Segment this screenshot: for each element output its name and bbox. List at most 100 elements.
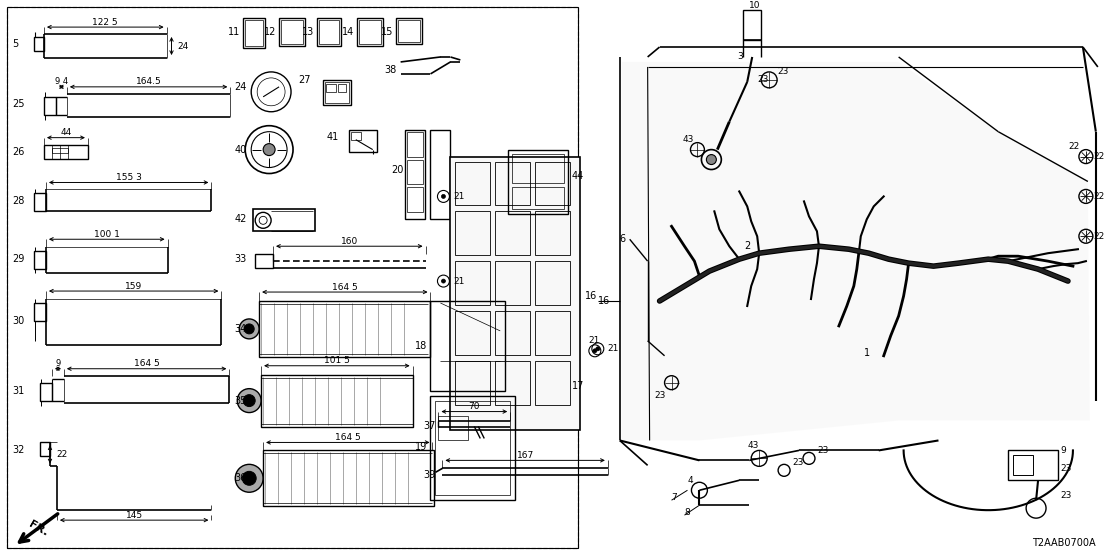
Bar — [495, 261, 530, 305]
Text: 167: 167 — [516, 451, 534, 460]
Text: 16: 16 — [585, 291, 597, 301]
Text: 2: 2 — [745, 241, 750, 251]
Bar — [431, 130, 451, 219]
Text: 14: 14 — [342, 27, 355, 37]
Text: 22: 22 — [1094, 192, 1105, 201]
Text: 32: 32 — [12, 445, 24, 455]
Bar — [255, 254, 273, 268]
Text: 17: 17 — [572, 381, 584, 391]
Text: 21: 21 — [453, 276, 464, 285]
Text: 7: 7 — [671, 493, 677, 502]
Bar — [535, 162, 570, 206]
Text: 9: 9 — [55, 359, 61, 368]
Bar — [317, 18, 341, 46]
Text: 25: 25 — [12, 99, 24, 109]
Text: 23: 23 — [1060, 464, 1071, 473]
Text: 13: 13 — [302, 27, 315, 37]
Bar — [495, 361, 530, 404]
Bar — [245, 20, 264, 46]
Text: 9 4: 9 4 — [55, 78, 68, 86]
Bar — [455, 311, 490, 355]
Text: 101 5: 101 5 — [324, 356, 350, 365]
Bar — [535, 261, 570, 305]
Bar — [1008, 450, 1058, 480]
Text: 3: 3 — [737, 53, 743, 61]
Text: 27: 27 — [298, 75, 310, 85]
Text: 23: 23 — [654, 391, 665, 400]
Text: 39: 39 — [423, 470, 435, 480]
Bar — [509, 150, 568, 214]
Bar — [264, 450, 434, 506]
Bar — [451, 157, 579, 430]
Circle shape — [596, 347, 599, 351]
Bar — [455, 361, 490, 404]
Bar — [495, 162, 530, 206]
Bar — [435, 401, 510, 495]
Circle shape — [244, 324, 254, 334]
Text: 164.5: 164.5 — [136, 78, 162, 86]
Text: 19: 19 — [416, 443, 428, 453]
Text: 9: 9 — [1060, 446, 1066, 455]
Bar — [398, 20, 420, 42]
Bar — [431, 301, 505, 391]
Bar — [7, 7, 578, 548]
Circle shape — [707, 155, 717, 165]
Bar — [495, 311, 530, 355]
Text: 30: 30 — [12, 316, 24, 326]
Text: 37: 37 — [423, 420, 435, 430]
Bar — [34, 193, 47, 212]
Bar — [351, 132, 361, 140]
Text: 43: 43 — [683, 135, 694, 144]
Text: 22: 22 — [57, 450, 68, 459]
Text: 164 5: 164 5 — [134, 359, 160, 368]
Bar — [279, 18, 305, 46]
Text: 18: 18 — [416, 341, 428, 351]
Text: 15: 15 — [381, 27, 393, 37]
Circle shape — [239, 319, 259, 339]
Text: 35: 35 — [234, 396, 247, 406]
Bar — [455, 212, 490, 255]
Bar — [495, 212, 530, 255]
Text: 42: 42 — [234, 214, 247, 224]
Bar — [535, 212, 570, 255]
Bar — [407, 132, 422, 157]
Text: 34: 34 — [234, 324, 246, 334]
Text: 122 5: 122 5 — [92, 18, 119, 27]
Text: 10: 10 — [749, 1, 760, 9]
Text: 23: 23 — [792, 458, 803, 467]
Text: 22: 22 — [1094, 152, 1105, 161]
Bar — [1013, 455, 1033, 475]
Text: 23: 23 — [1060, 491, 1071, 500]
Text: 33: 33 — [234, 254, 246, 264]
Bar — [407, 187, 422, 212]
Text: 145: 145 — [125, 511, 143, 520]
Text: 1: 1 — [864, 348, 870, 358]
Text: 155 3: 155 3 — [115, 173, 142, 182]
Text: FR.: FR. — [27, 519, 50, 537]
Text: 22: 22 — [1068, 142, 1079, 151]
Bar — [34, 37, 44, 51]
Bar — [439, 416, 469, 440]
Text: 40: 40 — [234, 145, 246, 155]
Text: 70: 70 — [469, 402, 480, 411]
Bar — [349, 130, 377, 152]
Bar — [535, 311, 570, 355]
Bar — [325, 82, 349, 103]
Text: 164 5: 164 5 — [335, 433, 361, 442]
Bar — [431, 396, 515, 500]
Text: 24: 24 — [234, 82, 247, 92]
Text: T2AAB0700A: T2AAB0700A — [1033, 538, 1096, 548]
Bar — [455, 162, 490, 206]
Circle shape — [235, 464, 264, 493]
Text: 6: 6 — [619, 234, 626, 244]
Text: 164 5: 164 5 — [332, 283, 358, 291]
Circle shape — [441, 194, 445, 198]
Text: 160: 160 — [340, 237, 358, 246]
Text: 11: 11 — [228, 27, 240, 37]
Bar — [338, 84, 346, 92]
Bar — [40, 383, 52, 401]
Circle shape — [237, 389, 261, 413]
Circle shape — [243, 471, 256, 485]
Bar — [281, 20, 302, 44]
Text: 23: 23 — [757, 75, 769, 84]
